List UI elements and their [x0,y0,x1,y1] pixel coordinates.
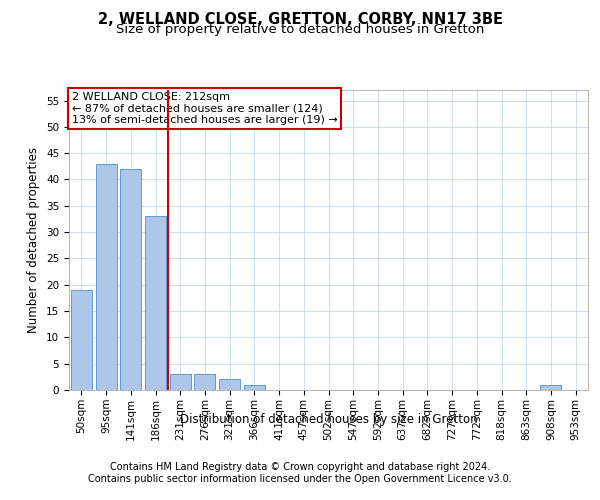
Bar [219,380,240,390]
Bar [145,216,166,390]
Y-axis label: Number of detached properties: Number of detached properties [28,147,40,333]
Bar [541,384,562,390]
Bar [170,374,191,390]
Bar [120,169,141,390]
Text: Contains public sector information licensed under the Open Government Licence v3: Contains public sector information licen… [88,474,512,484]
Bar [71,290,92,390]
Text: Size of property relative to detached houses in Gretton: Size of property relative to detached ho… [116,22,484,36]
Bar [194,374,215,390]
Text: Distribution of detached houses by size in Gretton: Distribution of detached houses by size … [180,412,478,426]
Text: Contains HM Land Registry data © Crown copyright and database right 2024.: Contains HM Land Registry data © Crown c… [110,462,490,472]
Bar [95,164,116,390]
Bar [244,384,265,390]
Text: 2 WELLAND CLOSE: 212sqm
← 87% of detached houses are smaller (124)
13% of semi-d: 2 WELLAND CLOSE: 212sqm ← 87% of detache… [71,92,337,124]
Text: 2, WELLAND CLOSE, GRETTON, CORBY, NN17 3BE: 2, WELLAND CLOSE, GRETTON, CORBY, NN17 3… [97,12,503,28]
